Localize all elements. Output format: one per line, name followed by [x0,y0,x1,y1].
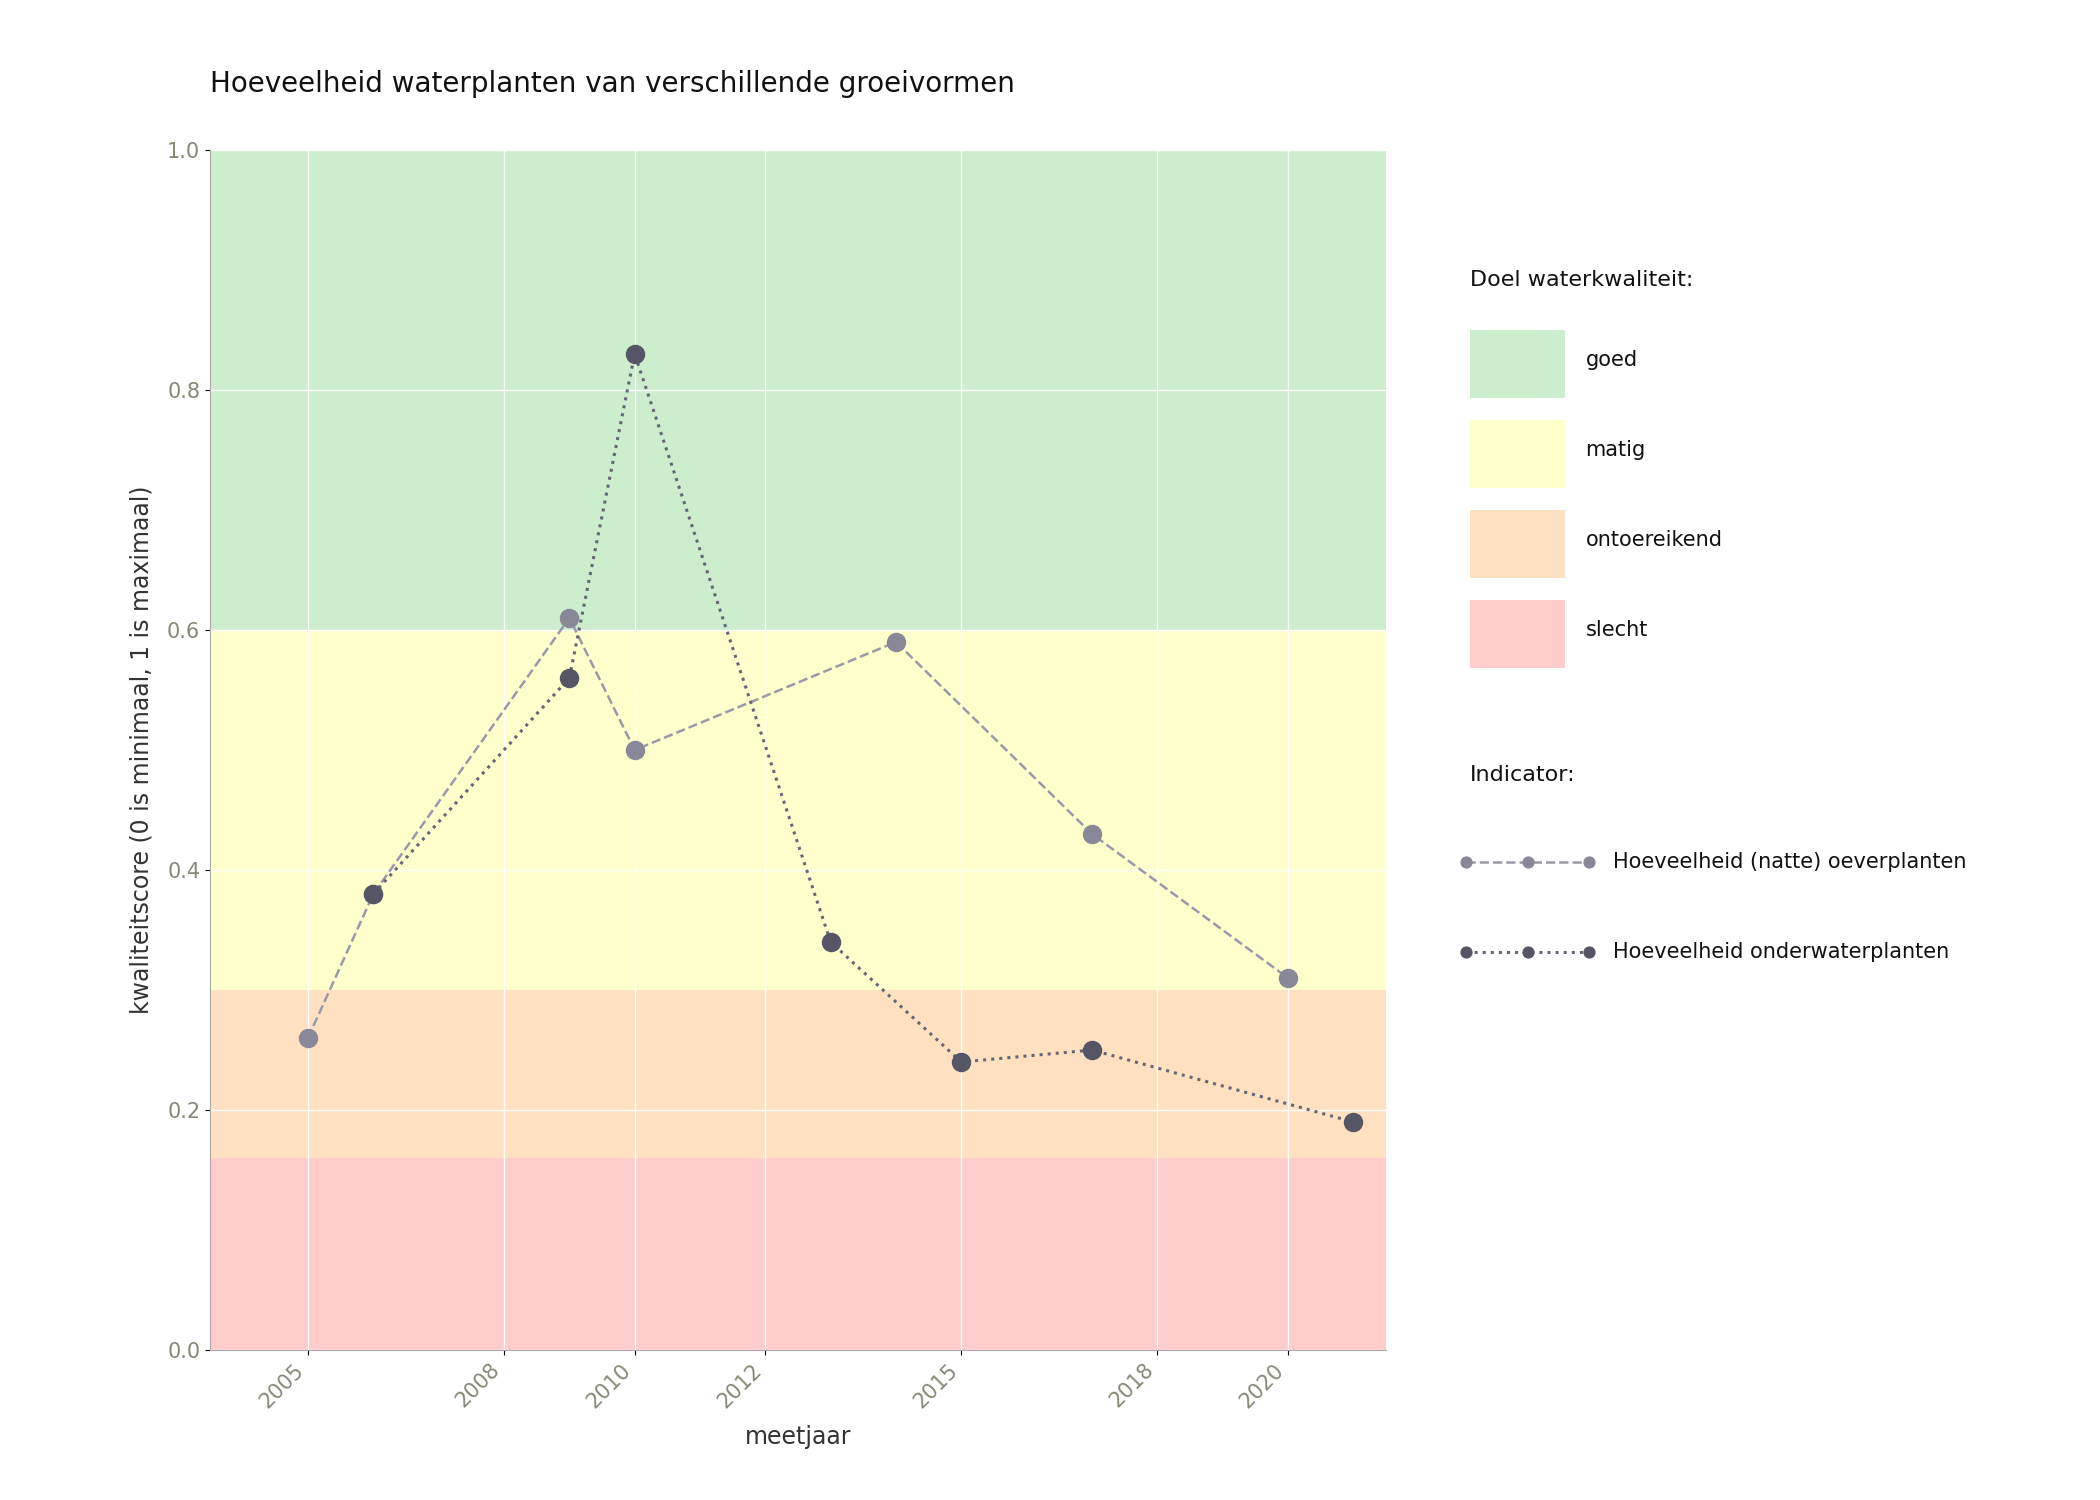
Y-axis label: kwaliteitscore (0 is minimaal, 1 is maximaal): kwaliteitscore (0 is minimaal, 1 is maxi… [128,486,153,1014]
X-axis label: meetjaar: meetjaar [746,1425,851,1449]
Text: goed: goed [1586,350,1638,370]
Bar [210,1158,1386,1350]
Bar [210,150,1386,630]
Text: Doel waterkwaliteit:: Doel waterkwaliteit: [1470,270,1693,290]
Text: Hoeveelheid (natte) oeverplanten: Hoeveelheid (natte) oeverplanten [1613,852,1966,873]
Bar [210,630,1386,990]
Text: matig: matig [1586,440,1646,460]
Text: slecht: slecht [1586,620,1648,640]
Bar [210,990,1386,1158]
Text: Hoeveelheid waterplanten van verschillende groeivormen: Hoeveelheid waterplanten van verschillen… [210,69,1014,98]
Text: Indicator:: Indicator: [1470,765,1575,784]
Text: ontoereikend: ontoereikend [1586,530,1722,550]
Text: Hoeveelheid onderwaterplanten: Hoeveelheid onderwaterplanten [1613,942,1949,963]
